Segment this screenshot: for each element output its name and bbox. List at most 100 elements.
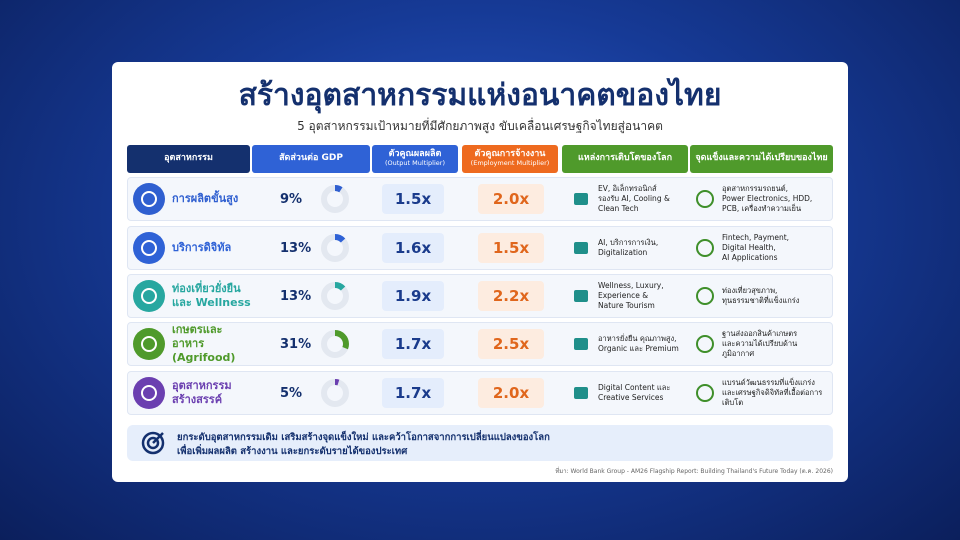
industry-name: บริการดิจิทัล [172, 226, 252, 270]
industry-icon [133, 280, 165, 312]
industry-name-line: เกษตรและอาหาร [172, 323, 223, 351]
donut-value [321, 282, 349, 310]
industry-name-line: อุตสาหกรรม [172, 379, 232, 393]
industry-name-line: การผลิตขั้นสูง [172, 192, 239, 206]
industry-name-line: (Agrifood) [172, 350, 236, 364]
strength: อุตสาหกรรมรถยนต์, Power Electronics, HDD,… [722, 177, 832, 221]
icon-glyph [696, 190, 714, 208]
growth-source-line: Organic และ Premium [598, 344, 679, 353]
strength-line: Power Electronics, HDD, [722, 193, 813, 203]
growth-source: EV, อิเล็กทรอนิกส์ รองรับ AI, Cooling & Cl… [598, 177, 686, 221]
industry-icon [133, 328, 165, 360]
icon-circle [133, 377, 165, 409]
employment-multiplier: 2.5x [478, 329, 544, 359]
header-title: ตัวคูณผลผลิต [388, 149, 442, 160]
column-header: แหล่งการเติบโตของโลก [562, 145, 688, 173]
icon-glyph [574, 242, 588, 254]
strength-line: และเศรษฐกิจดิจิทัลที่เอื้อต่อการเติบโต [722, 387, 823, 408]
industry-name-line: และ Wellness [172, 296, 251, 309]
icon-glyph [574, 193, 588, 205]
icon-glyph [574, 290, 588, 302]
growth-source-line: Experience & [598, 290, 649, 300]
strength-line: ท่องเที่ยวสุขภาพ, [722, 285, 778, 295]
icon-glyph [141, 240, 157, 256]
employment-multiplier: 1.5x [478, 233, 544, 263]
industry-name: การผลิตขั้นสูง [172, 177, 252, 221]
footer-box: ยกระดับอุตสาหกรรมเดิม เสริมสร้างจุดแข็งใ… [127, 425, 833, 461]
icon-glyph [141, 336, 157, 352]
growth-source-line: Creative Services [598, 393, 664, 402]
header-subtitle: (Output Multiplier) [384, 159, 445, 168]
growth-source-line: Wellness, Luxury, [598, 280, 664, 290]
footer-line: ยกระดับอุตสาหกรรมเดิม เสริมสร้างจุดแข็งใ… [177, 432, 550, 443]
donut-value [321, 185, 349, 213]
icon-glyph [141, 191, 157, 207]
header-title: อุตสาหกรรม [164, 153, 213, 164]
industry-name-line: สร้างสรรค์ [172, 393, 223, 406]
strength-icon [696, 239, 714, 257]
strength-line: ทุนธรรมชาติที่แข็งแกร่ง [722, 296, 800, 305]
industry-name: เกษตรและอาหาร (Agrifood) [172, 322, 252, 366]
strength: ท่องเที่ยวสุขภาพ, ทุนธรรมชาติที่แข็งแกร่ง [722, 274, 832, 318]
gdp-share-label: 5% [280, 385, 303, 401]
icon-glyph [696, 239, 714, 257]
strength: Fintech, Payment, Digital Health, AI Appli… [722, 226, 832, 270]
donut [321, 379, 349, 407]
gdp-share-label: 9% [280, 191, 303, 207]
icon-circle [133, 280, 165, 312]
column-header: ตัวคูณการจ้างงาน (Employment Multiplier) [462, 145, 558, 173]
growth-icon [574, 338, 588, 350]
growth-source-line: Clean Tech [598, 204, 639, 214]
icon-glyph [696, 384, 714, 402]
header-subtitle: (Employment Multiplier) [470, 159, 550, 168]
donut-track [321, 185, 349, 213]
strength-icon [696, 190, 714, 208]
icon-glyph [141, 385, 157, 401]
donut-value [321, 234, 349, 262]
growth-source: Digital Content และ Creative Services [598, 371, 686, 415]
growth-source-line: Nature Tourism [598, 301, 655, 311]
growth-source-line: อาหารยั่งยืน คุณภาพสูง, [598, 333, 677, 343]
donut [321, 282, 349, 310]
gdp-share-label: 13% [280, 288, 312, 304]
strength-line: และความได้เปรียบด้าน [722, 338, 798, 348]
header-title: แหล่งการเติบโตของโลก [577, 153, 673, 164]
strength: แบรนด์วัฒนธรรมที่แข็งแกร่ง และเศรษฐกิจดิจ… [722, 371, 832, 415]
growth-icon [574, 193, 588, 205]
column-header: สัดส่วนต่อ GDP [252, 145, 370, 173]
strength-line: ภูมิอากาศ [722, 349, 755, 359]
strength-line: PCB, เครื่องทำความเย็น [722, 204, 802, 214]
output-multiplier: 1.6x [382, 233, 444, 263]
donut-value [321, 379, 349, 407]
growth-source-line: EV, อิเล็กทรอนิกส์ [598, 183, 657, 193]
strength-line: Fintech, Payment, [722, 232, 790, 242]
output-multiplier: 1.9x [382, 281, 444, 311]
column-header: จุดแข็งและความได้เปรียบของไทย [690, 145, 833, 173]
growth-icon [574, 387, 588, 399]
donut [321, 185, 349, 213]
icon-glyph [574, 387, 588, 399]
donut-track [321, 379, 349, 407]
growth-source-line: Digitalization [598, 248, 648, 257]
employment-multiplier: 2.0x [478, 378, 544, 408]
strength-line: แบรนด์วัฒนธรรมที่แข็งแกร่ง [722, 377, 815, 387]
employment-multiplier: 2.2x [478, 281, 544, 311]
output-multiplier: 1.7x [382, 329, 444, 359]
column-header: ตัวคูณผลผลิต (Output Multiplier) [372, 145, 458, 173]
icon-circle [133, 328, 165, 360]
industry-name: ท่องเที่ยวยั่งยืน และ Wellness [172, 274, 252, 318]
icon-glyph [696, 287, 714, 305]
donut [321, 330, 349, 358]
header-title: ตัวคูณการจ้างงาน [474, 149, 546, 160]
donut-value [321, 330, 349, 358]
growth-source-line: รองรับ AI, Cooling & [598, 193, 670, 203]
industry-icon [133, 377, 165, 409]
header-title: จุดแข็งและความได้เปรียบของไทย [695, 153, 828, 164]
subtitle: 5 อุตสาหกรรมเป้าหมายที่มีศักยภาพสูง ขับเ… [297, 119, 663, 133]
output-multiplier: 1.7x [382, 378, 444, 408]
donut [321, 234, 349, 262]
strength-line: AI Applications [722, 253, 778, 263]
icon-circle [133, 232, 165, 264]
source: ที่มา: World Bank Group - AM26 Flagship … [555, 468, 833, 475]
icon-glyph [141, 288, 157, 304]
